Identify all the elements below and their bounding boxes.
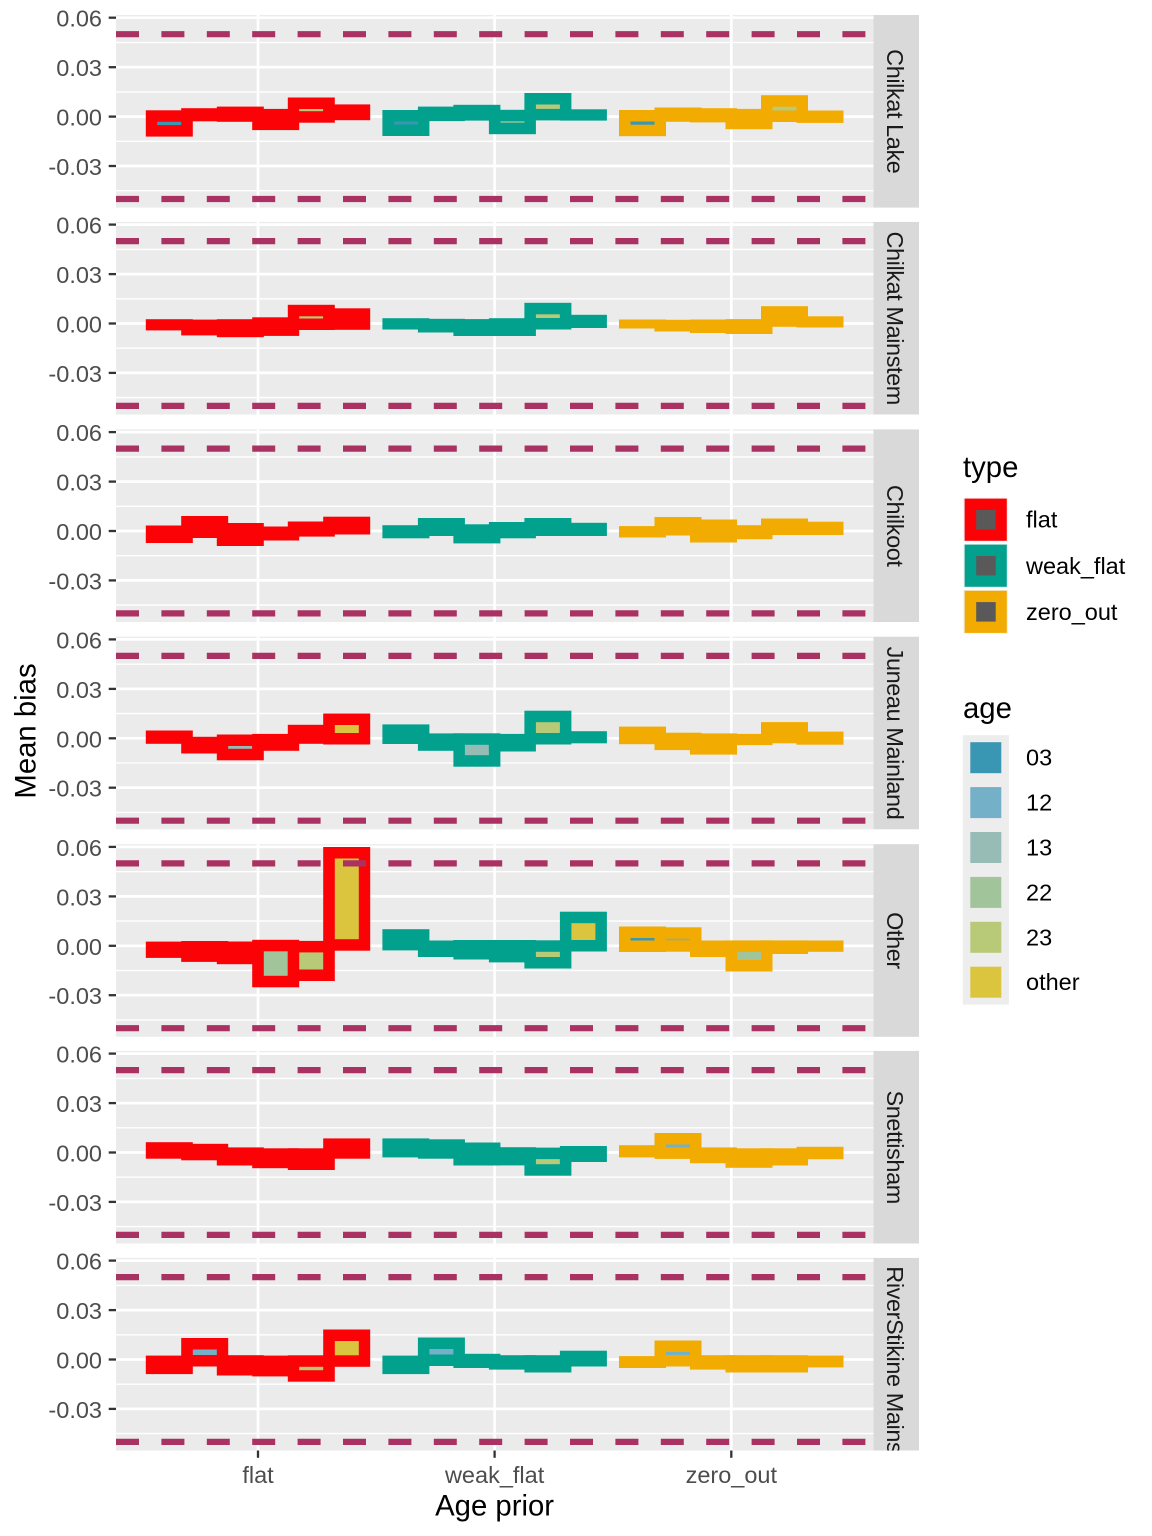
svg-text:zero_out: zero_out bbox=[686, 1462, 778, 1488]
svg-text:0.06: 0.06 bbox=[56, 420, 102, 446]
svg-text:weak_flat: weak_flat bbox=[444, 1462, 545, 1488]
svg-text:age: age bbox=[963, 692, 1012, 725]
svg-text:0.00: 0.00 bbox=[56, 1348, 102, 1374]
svg-text:Age prior: Age prior bbox=[435, 1490, 554, 1523]
svg-text:Mean bias: Mean bias bbox=[10, 663, 43, 798]
svg-text:Snettisham: Snettisham bbox=[882, 1091, 908, 1204]
svg-text:23: 23 bbox=[1026, 924, 1052, 950]
svg-text:22: 22 bbox=[1026, 879, 1052, 905]
svg-text:0.00: 0.00 bbox=[56, 312, 102, 338]
svg-text:0.03: 0.03 bbox=[56, 1298, 102, 1324]
svg-text:0.00: 0.00 bbox=[56, 726, 102, 752]
svg-text:0.03: 0.03 bbox=[56, 55, 102, 81]
svg-text:-0.03: -0.03 bbox=[48, 361, 102, 387]
svg-text:Chilkat Lake: Chilkat Lake bbox=[882, 49, 908, 174]
svg-text:0.00: 0.00 bbox=[56, 1141, 102, 1167]
svg-text:0.06: 0.06 bbox=[56, 1042, 102, 1068]
svg-text:Other: Other bbox=[882, 912, 908, 969]
svg-text:-0.03: -0.03 bbox=[48, 568, 102, 594]
svg-text:0.03: 0.03 bbox=[56, 1091, 102, 1117]
svg-text:0.03: 0.03 bbox=[56, 884, 102, 910]
svg-text:03: 03 bbox=[1026, 745, 1052, 771]
svg-text:0.06: 0.06 bbox=[56, 835, 102, 861]
svg-text:-0.03: -0.03 bbox=[48, 1397, 102, 1423]
svg-text:-0.03: -0.03 bbox=[48, 1190, 102, 1216]
svg-text:0.00: 0.00 bbox=[56, 934, 102, 960]
svg-text:other: other bbox=[1026, 969, 1080, 995]
svg-text:0.06: 0.06 bbox=[56, 213, 102, 239]
svg-text:-0.03: -0.03 bbox=[48, 983, 102, 1009]
svg-text:0.06: 0.06 bbox=[56, 627, 102, 653]
svg-text:13: 13 bbox=[1026, 835, 1052, 861]
svg-text:0.03: 0.03 bbox=[56, 470, 102, 496]
svg-text:0.00: 0.00 bbox=[56, 105, 102, 131]
svg-text:RiverStikine Mainstem: RiverStikine Mainstem bbox=[882, 1266, 908, 1491]
svg-text:0.00: 0.00 bbox=[56, 519, 102, 545]
svg-text:Chilkoot: Chilkoot bbox=[882, 485, 908, 567]
svg-text:flat: flat bbox=[1026, 507, 1058, 533]
svg-text:0.03: 0.03 bbox=[56, 677, 102, 703]
svg-text:0.06: 0.06 bbox=[56, 1249, 102, 1275]
svg-text:Chilkat Mainstem: Chilkat Mainstem bbox=[882, 231, 908, 405]
svg-text:flat: flat bbox=[242, 1462, 274, 1488]
svg-text:type: type bbox=[963, 451, 1018, 484]
svg-text:-0.03: -0.03 bbox=[48, 776, 102, 802]
svg-text:zero_out: zero_out bbox=[1026, 599, 1118, 625]
svg-text:weak_flat: weak_flat bbox=[1025, 553, 1126, 579]
svg-text:Juneau Mainland: Juneau Mainland bbox=[882, 647, 908, 820]
svg-text:12: 12 bbox=[1026, 790, 1052, 816]
svg-text:0.03: 0.03 bbox=[56, 262, 102, 288]
svg-text:0.06: 0.06 bbox=[56, 6, 102, 32]
svg-text:-0.03: -0.03 bbox=[48, 154, 102, 180]
